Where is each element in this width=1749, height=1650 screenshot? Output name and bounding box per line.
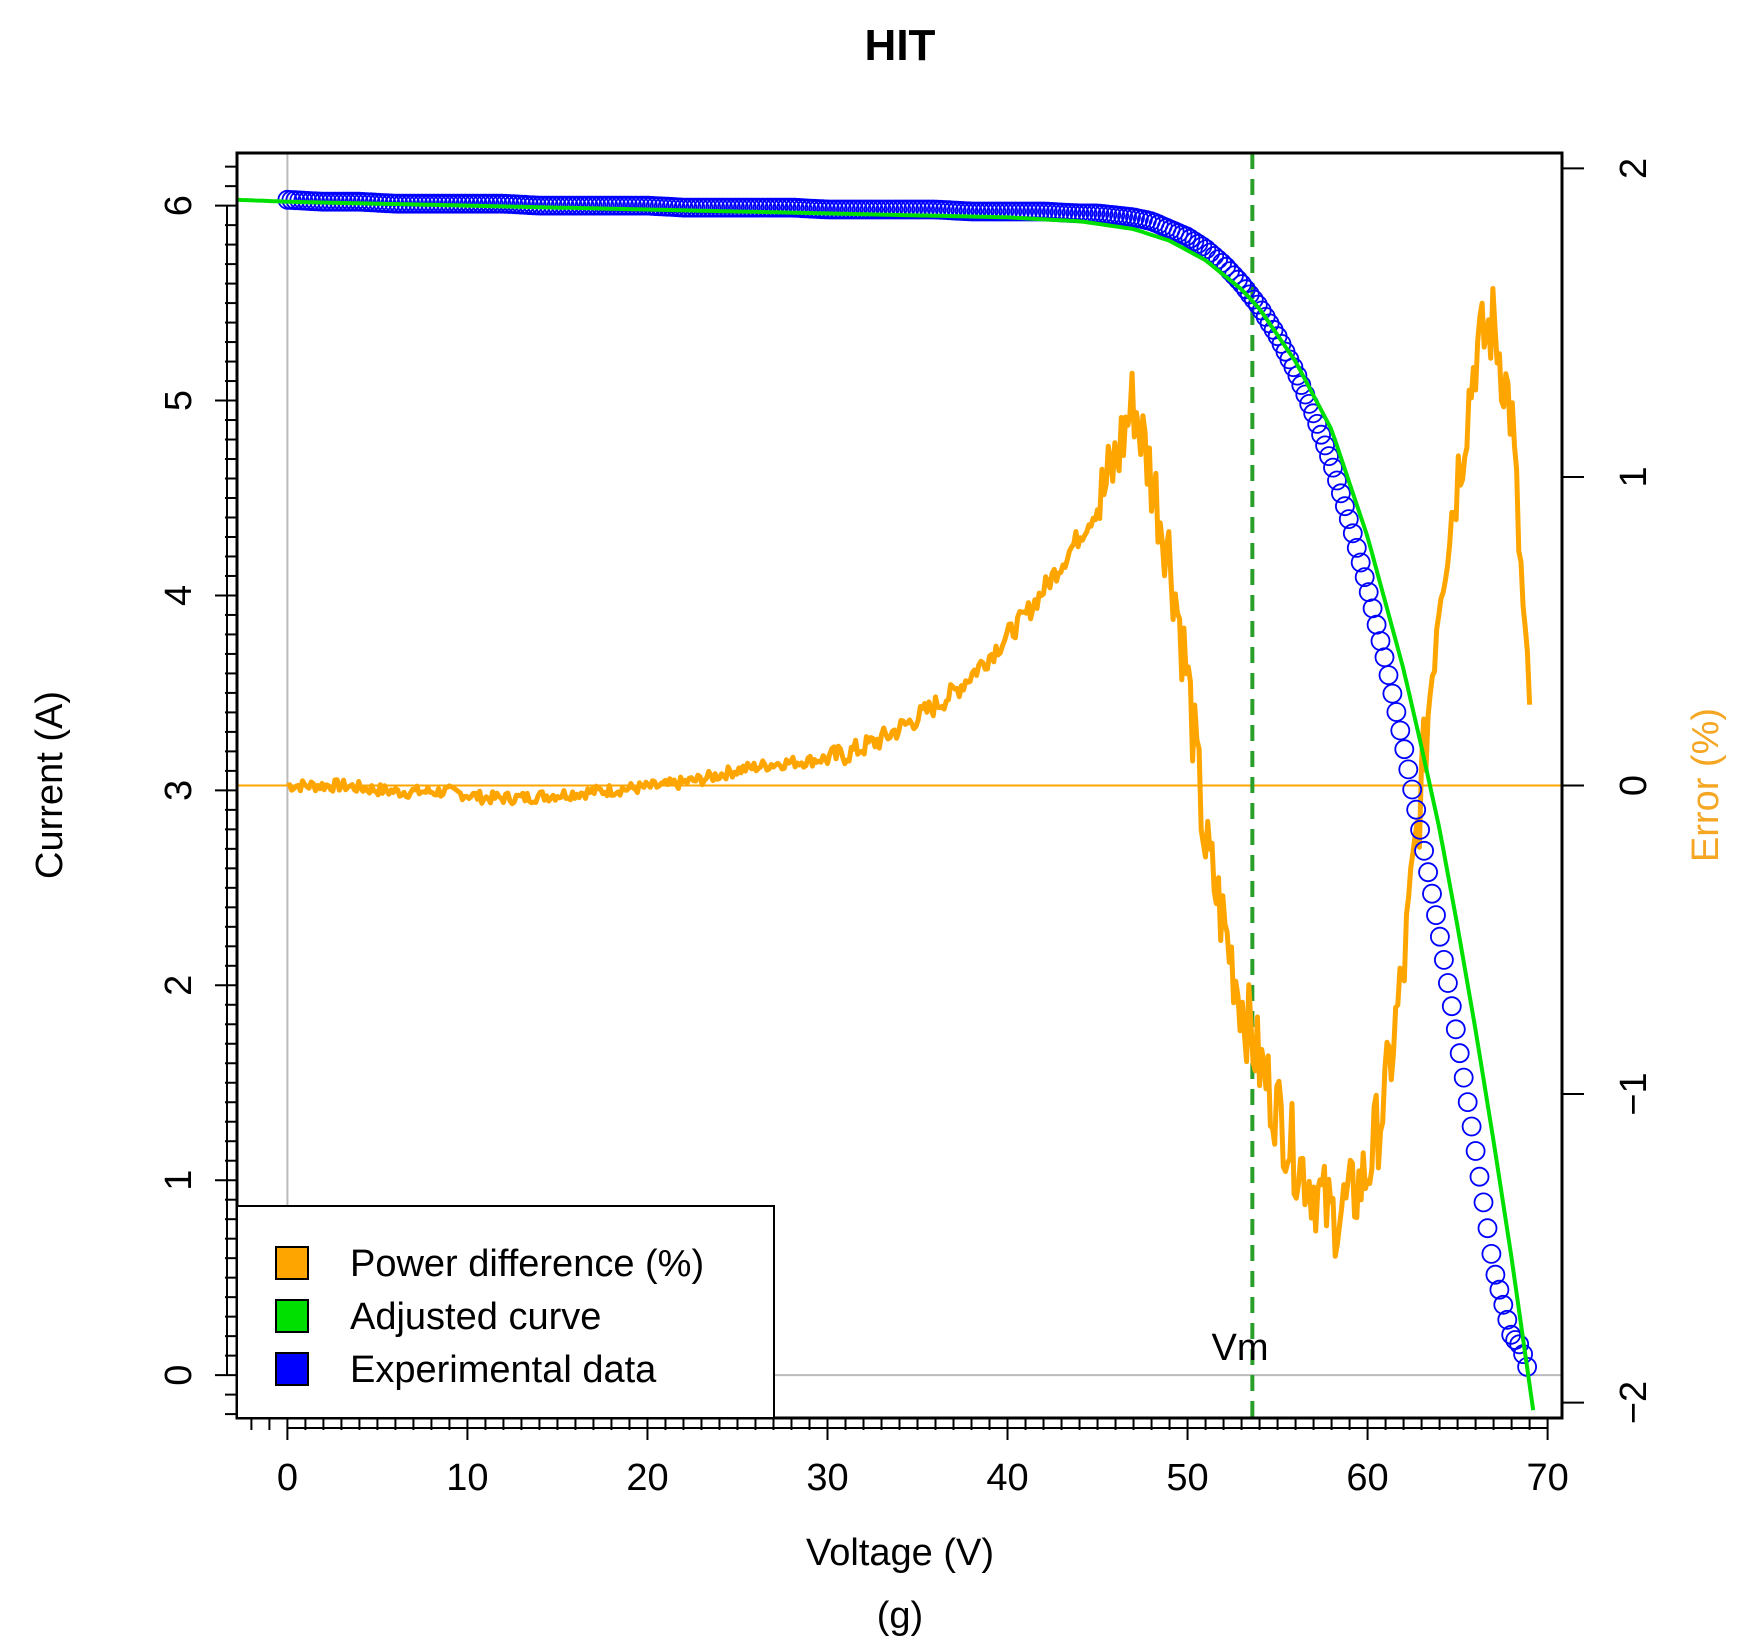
experimental-point: [1354, 567, 1375, 587]
experimental-point: [1239, 284, 1260, 305]
experimental-point: [1449, 1043, 1470, 1064]
legend-label-power: Power difference (%): [350, 1243, 704, 1285]
y2-tick-label: 1: [1613, 466, 1655, 487]
legend-box: [236, 1205, 775, 1419]
y2-tick-label: 0: [1613, 775, 1655, 796]
experimental-point: [1398, 759, 1419, 780]
experimental-point: [1422, 883, 1442, 904]
experimental-point: [1453, 1067, 1474, 1088]
experimental-point: [1430, 926, 1450, 947]
experimental-point: [1414, 840, 1434, 861]
y-tick-label: 6: [158, 195, 200, 216]
power-difference-line: [286, 286, 1533, 1259]
experimental-point: [1311, 424, 1331, 445]
experimental-point: [1236, 279, 1256, 300]
experimental-point: [1493, 1294, 1514, 1315]
figure-caption: (g): [877, 1595, 923, 1637]
experimental-point: [1323, 457, 1343, 478]
y-axis-label: Current (A): [29, 691, 71, 879]
experimental-point: [1335, 496, 1355, 517]
vm-label: Vm: [1212, 1327, 1269, 1369]
experimental-point: [1461, 1116, 1482, 1137]
experimental-point: [1342, 523, 1363, 544]
experimental-point: [1418, 862, 1438, 883]
experimental-point: [1402, 779, 1423, 800]
experimental-point: [1481, 1244, 1502, 1264]
experimental-point: [1374, 647, 1395, 668]
experimental-point: [1406, 799, 1427, 820]
legend-label-experimental: Experimental data: [350, 1349, 657, 1391]
y-tick-label: 4: [158, 585, 200, 606]
experimental-point: [1441, 996, 1462, 1017]
y-tick-label: 3: [158, 780, 200, 801]
experimental-point: [1445, 1019, 1466, 1040]
experimental-point: [1485, 1264, 1506, 1285]
experimental-point: [1394, 739, 1415, 760]
experimental-point: [1465, 1141, 1486, 1161]
legend: Power difference (%) Adjusted curve Expe…: [236, 1205, 775, 1419]
experimental-point: [1338, 509, 1359, 529]
legend-swatch-experimental: [275, 1352, 309, 1386]
y2-tick-label: −1: [1613, 1072, 1655, 1115]
y2-tick-label: 2: [1613, 158, 1655, 179]
y-tick-label: 0: [158, 1365, 200, 1386]
experimental-point: [1331, 483, 1351, 504]
experimental-point: [1438, 973, 1458, 993]
x-tick-label: 60: [1346, 1457, 1388, 1499]
experimental-point: [1473, 1192, 1494, 1213]
x-tick-label: 50: [1166, 1457, 1208, 1499]
experimental-point: [1378, 665, 1399, 685]
y-tick-label: 5: [158, 390, 200, 411]
experimental-point: [1434, 950, 1454, 970]
x-axis-label: Voltage (V): [806, 1532, 994, 1574]
experimental-point: [1426, 905, 1446, 925]
experimental-point: [1382, 683, 1403, 704]
experimental-point: [1319, 446, 1339, 467]
experimental-point: [1469, 1166, 1490, 1187]
x-tick-label: 40: [986, 1457, 1028, 1499]
experimental-point: [1497, 1309, 1518, 1330]
x-tick-label: 10: [446, 1457, 488, 1499]
y2-axis-label: Error (%): [1685, 708, 1727, 862]
legend-swatch-adjusted: [275, 1299, 309, 1333]
y-tick-label: 1: [158, 1170, 200, 1191]
experimental-point: [1346, 538, 1367, 558]
experimental-point: [1366, 614, 1387, 635]
experimental-point: [1509, 1334, 1530, 1355]
experimental-point: [1410, 819, 1430, 840]
experimental-point: [1350, 552, 1371, 573]
experimental-point: [1307, 413, 1328, 434]
legend-swatch-power: [275, 1246, 309, 1280]
experimental-point: [1457, 1092, 1478, 1112]
x-tick-label: 0: [277, 1457, 298, 1499]
experimental-point: [1386, 702, 1407, 722]
legend-label-adjusted: Adjusted curve: [350, 1296, 601, 1338]
experimental-point: [1390, 720, 1411, 741]
y2-tick-label: −2: [1613, 1381, 1655, 1424]
axis-layer: 0 10 20 30 40 50 60 70 0 1 2 3 4 5 6 −2 −1 0 1 2: [158, 158, 1655, 1499]
y-tick-label: 2: [158, 975, 200, 996]
x-tick-label: 20: [626, 1457, 668, 1499]
experimental-point: [1477, 1218, 1498, 1239]
series-layer: [236, 189, 1537, 1411]
x-tick-label: 30: [806, 1457, 848, 1499]
experimental-point: [1315, 435, 1335, 456]
experimental-point: [1370, 631, 1391, 651]
chart-title: HIT: [865, 21, 936, 70]
experimental-point: [1362, 598, 1383, 619]
x-tick-label: 70: [1526, 1457, 1568, 1499]
experimental-point: [1327, 470, 1347, 491]
adjusted-curve-line: [236, 197, 1536, 1411]
experimental-point: [1489, 1279, 1510, 1300]
